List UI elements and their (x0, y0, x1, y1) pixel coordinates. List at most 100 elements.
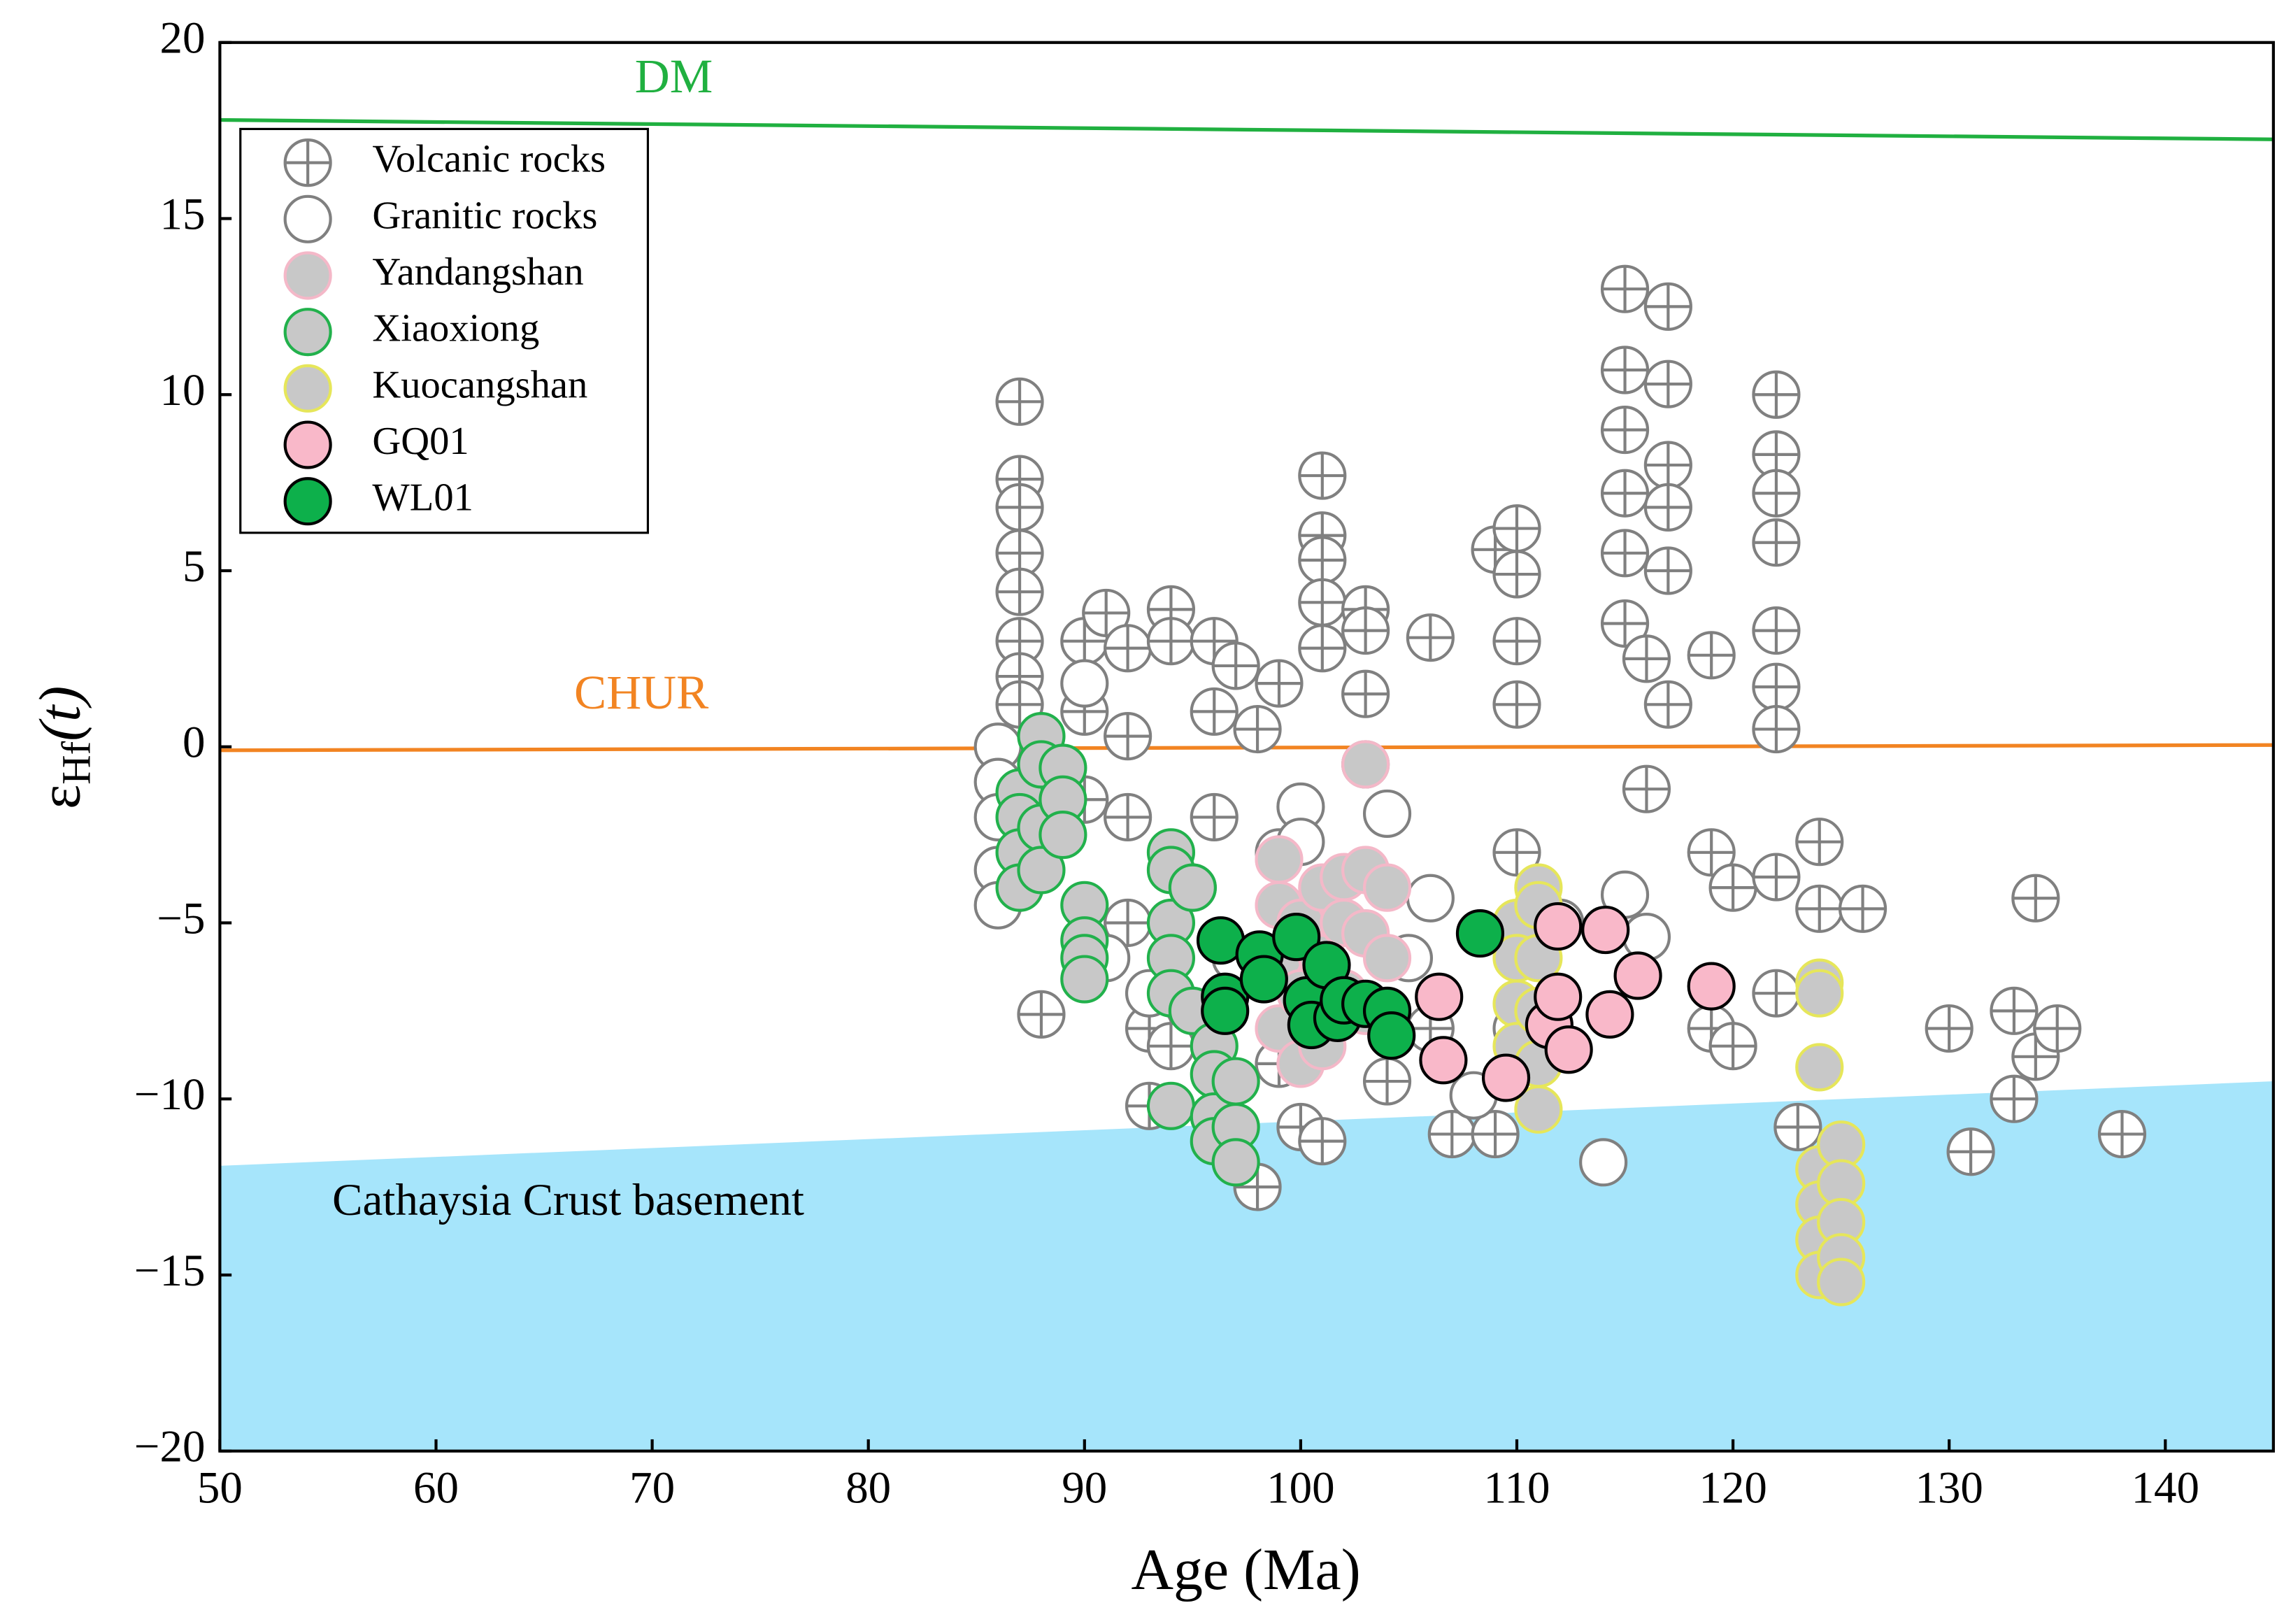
marker-plus (1299, 579, 1346, 625)
point (1581, 905, 1630, 955)
marker-plus (1429, 1111, 1475, 1158)
point (1455, 909, 1505, 958)
marker-circle (1255, 835, 1304, 884)
marker-circle (1211, 1057, 1260, 1106)
marker-circle (1579, 1138, 1628, 1187)
point (1534, 972, 1583, 1021)
marker-plus (997, 378, 1043, 425)
marker-circle (1362, 863, 1412, 912)
point (1255, 835, 1304, 884)
marker-circle (1795, 1043, 1844, 1092)
marker-circle (283, 251, 332, 300)
marker-plus (1623, 636, 1669, 682)
marker-circle (1017, 846, 1066, 895)
point (1708, 1022, 1757, 1071)
point (1255, 659, 1304, 708)
marker-circle (1415, 972, 1464, 1021)
marker-plus (1797, 885, 1843, 932)
marker-plus (1991, 988, 2037, 1034)
point (995, 483, 1044, 532)
marker-plus (2013, 875, 2059, 921)
marker-plus (1343, 671, 1389, 717)
marker-circle (1239, 955, 1288, 1004)
marker-circle (283, 364, 332, 413)
marker-circle (1687, 962, 1736, 1011)
point (1585, 990, 1634, 1039)
x-tick-label: 60 (413, 1462, 459, 1513)
y-tick-label: 5 (183, 541, 205, 592)
marker-circle (1514, 1085, 1563, 1134)
x-tick-label: 100 (1266, 1462, 1334, 1513)
marker-plus (1494, 618, 1540, 664)
marker-plus (1797, 819, 1843, 865)
point (1082, 588, 1131, 637)
point (1341, 606, 1390, 655)
marker-plus (1299, 625, 1346, 671)
marker-plus (1494, 829, 1540, 876)
marker-circle (1060, 659, 1109, 708)
marker-plus (1494, 506, 1540, 552)
point (1104, 712, 1152, 761)
marker-circle (1039, 811, 1087, 860)
marker-plus (1753, 608, 1799, 654)
y-tick-label: −15 (134, 1246, 206, 1296)
legend-label: Volcanic rocks (372, 138, 606, 181)
x-tick-label: 120 (1699, 1462, 1767, 1513)
point (1752, 469, 1801, 518)
marker-circle (1060, 955, 1109, 1004)
x-axis-label: Age (Ma) (1131, 1537, 1360, 1602)
point (1795, 818, 1844, 867)
marker-circle (1613, 951, 1662, 1000)
y-tick-label: −20 (134, 1422, 206, 1472)
marker-plus (1948, 1129, 1994, 1175)
marker-plus (1191, 688, 1237, 734)
legend: Volcanic rocks Granitic rocks Yandangshan X… (239, 127, 649, 534)
point (1990, 1074, 2039, 1123)
marker-circle (1362, 934, 1412, 983)
marker-plus (1148, 1023, 1194, 1069)
point (1773, 1102, 1822, 1152)
marker-plus (1753, 664, 1799, 710)
point (1298, 1117, 1347, 1166)
marker-plus (1602, 470, 1648, 516)
marker-circle (1585, 990, 1634, 1039)
point (1201, 986, 1250, 1035)
point (1492, 680, 1541, 729)
point (1233, 704, 1282, 754)
point (1362, 934, 1412, 983)
point (1298, 624, 1347, 673)
marker-plus (1926, 1006, 1972, 1052)
point (1406, 874, 1455, 923)
legend-label: Kuocangshan (372, 363, 587, 406)
point (1643, 483, 1692, 532)
marker-plus (1991, 1076, 2037, 1122)
point (1146, 617, 1196, 666)
legend-marker (283, 308, 332, 357)
y-tick-label: −5 (157, 893, 205, 943)
marker-circle (1367, 1011, 1416, 1060)
point (1471, 1109, 1520, 1159)
marker-plus (1645, 283, 1691, 329)
marker-plus (1753, 371, 1799, 418)
point (1752, 370, 1801, 419)
point (1600, 264, 1650, 313)
marker-plus (1213, 643, 1259, 689)
marker-plus (1645, 442, 1691, 488)
marker-plus (1753, 470, 1799, 516)
x-tick-label: 110 (1483, 1462, 1550, 1513)
marker-plus (1602, 530, 1648, 576)
point (1492, 617, 1541, 666)
crust-area (220, 1081, 2274, 1451)
marker-plus (1343, 608, 1389, 654)
marker-circle (1534, 902, 1583, 951)
point (1600, 469, 1650, 518)
marker-plus (1299, 537, 1346, 583)
y-tick-label: 10 (159, 365, 205, 415)
marker-circle (1406, 874, 1455, 923)
marker-circle (1168, 863, 1217, 912)
marker-plus (1018, 991, 1064, 1037)
point (1752, 606, 1801, 655)
marker-plus (1688, 829, 1734, 876)
point (1211, 641, 1260, 690)
point (1060, 659, 1109, 708)
